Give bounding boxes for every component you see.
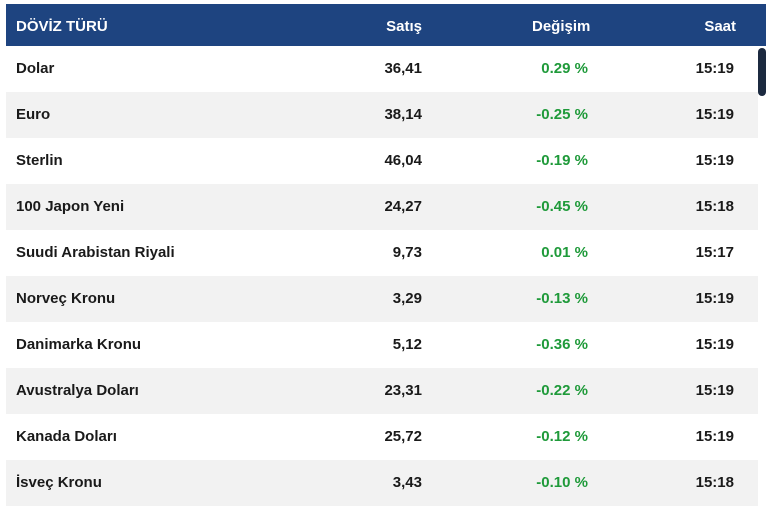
update-time: 15:18 (695, 474, 734, 491)
change-percent: -0.45 % (536, 198, 588, 215)
currency-name: Norveç Kronu (16, 290, 116, 307)
change-percent: 0.29 % (541, 60, 588, 77)
vertical-scrollbar[interactable] (758, 46, 766, 513)
table-row[interactable]: Suudi Arabistan Riyali 9,73 0.01 % 15:17 (6, 230, 758, 276)
table-row[interactable]: 100 Japon Yeni 24,27 -0.45 % 15:18 (6, 184, 758, 230)
currency-table-body[interactable]: Dolar 36,41 0.29 % 15:19 Euro 38,14 -0.2… (6, 46, 758, 513)
sell-price: 38,14 (384, 106, 422, 123)
update-time: 15:17 (695, 244, 734, 261)
change-percent: -0.13 % (536, 290, 588, 307)
table-row[interactable]: Dolar 36,41 0.29 % 15:19 (6, 46, 758, 92)
header-currency-type[interactable]: DÖVİZ TÜRÜ (16, 18, 108, 35)
table-row[interactable]: Avustralya Doları 23,31 -0.22 % 15:19 (6, 368, 758, 414)
change-percent: -0.25 % (536, 106, 588, 123)
currency-name: İsveç Kronu (16, 474, 102, 491)
table-row[interactable]: Danimarka Kronu 5,12 -0.36 % 15:19 (6, 322, 758, 368)
update-time: 15:19 (695, 336, 734, 353)
header-time[interactable]: Saat (704, 18, 736, 35)
update-time: 15:19 (695, 152, 734, 169)
table-row[interactable]: Euro 38,14 -0.25 % 15:19 (6, 92, 758, 138)
sell-price: 3,43 (392, 474, 422, 491)
update-time: 15:19 (695, 290, 734, 307)
currency-name: Kanada Doları (16, 428, 117, 445)
update-time: 15:19 (695, 382, 734, 399)
sell-price: 36,41 (384, 60, 422, 77)
sell-price: 5,12 (392, 336, 422, 353)
change-percent: -0.36 % (536, 336, 588, 353)
table-header: DÖVİZ TÜRÜ Satış Değişim Saat (6, 4, 766, 46)
header-change[interactable]: Değişim (532, 18, 591, 35)
update-time: 15:19 (695, 106, 734, 123)
header-sell[interactable]: Satış (386, 18, 422, 35)
currency-name: Danimarka Kronu (16, 336, 142, 353)
sell-price: 25,72 (384, 428, 422, 445)
update-time: 15:19 (695, 60, 734, 77)
currency-name: Avustralya Doları (16, 382, 139, 399)
table-row[interactable]: Kanada Doları 25,72 -0.12 % 15:19 (6, 414, 758, 460)
currency-name: Suudi Arabistan Riyali (16, 244, 175, 261)
currency-name: Euro (16, 106, 51, 123)
sell-price: 23,31 (384, 382, 422, 399)
sell-price: 3,29 (392, 290, 422, 307)
scrollbar-thumb[interactable] (758, 48, 766, 96)
currency-name: Dolar (16, 60, 55, 77)
table-row[interactable]: İsveç Kronu 3,43 -0.10 % 15:18 (6, 460, 758, 506)
currency-name: 100 Japon Yeni (16, 198, 125, 215)
sell-price: 46,04 (384, 152, 422, 169)
table-row[interactable]: Sterlin 46,04 -0.19 % 15:19 (6, 138, 758, 184)
change-percent: -0.19 % (536, 152, 588, 169)
update-time: 15:18 (695, 198, 734, 215)
change-percent: -0.12 % (536, 428, 588, 445)
change-percent: 0.01 % (541, 244, 588, 261)
update-time: 15:19 (695, 428, 734, 445)
sell-price: 24,27 (384, 198, 422, 215)
change-percent: -0.22 % (536, 382, 588, 399)
currency-name: Sterlin (16, 152, 63, 169)
change-percent: -0.10 % (536, 474, 588, 491)
sell-price: 9,73 (392, 244, 422, 261)
table-row[interactable]: Norveç Kronu 3,29 -0.13 % 15:19 (6, 276, 758, 322)
